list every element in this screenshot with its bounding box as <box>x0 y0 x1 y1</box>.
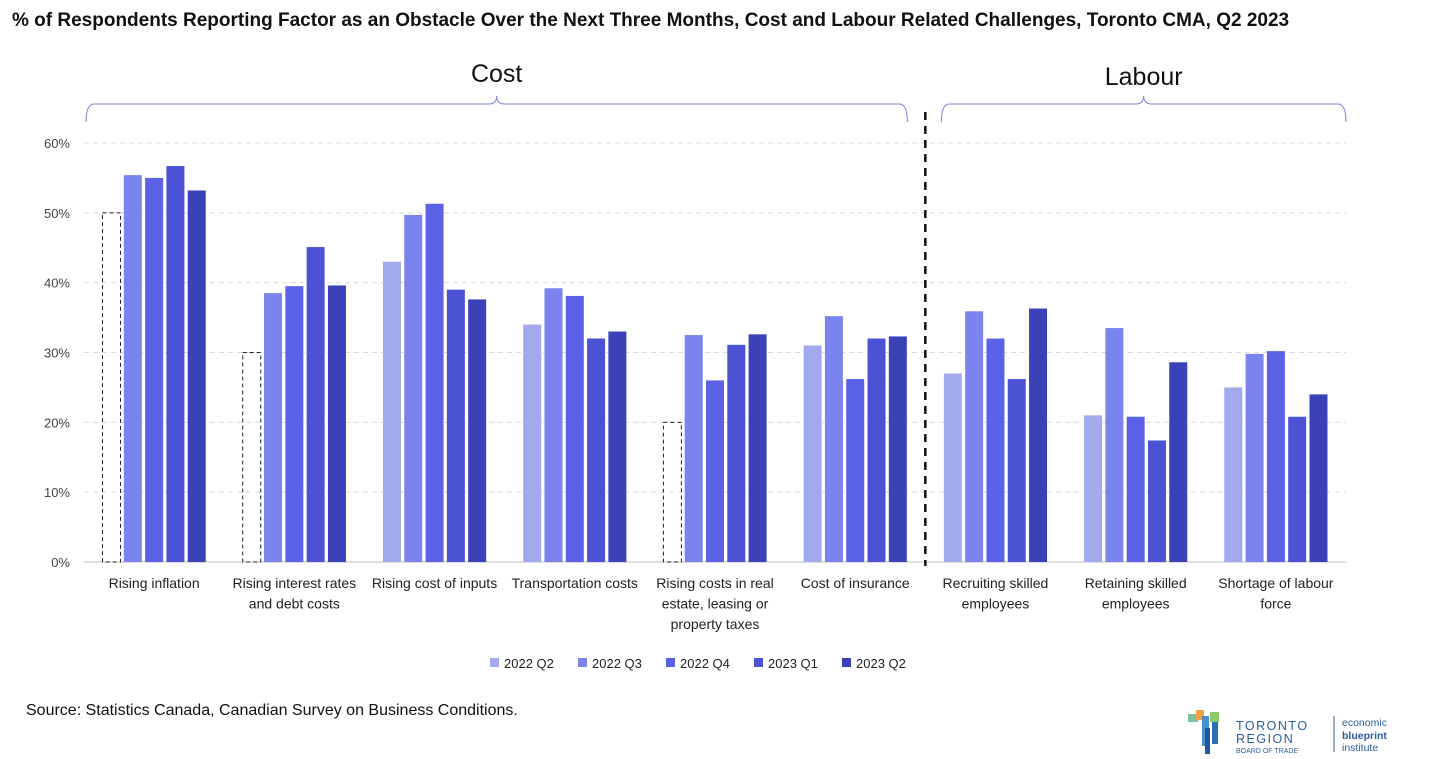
bar <box>748 334 767 562</box>
legend-label: 2022 Q2 <box>504 656 554 671</box>
group-label: Labour <box>1105 63 1183 91</box>
bar <box>888 336 907 562</box>
bar <box>1169 362 1188 562</box>
logo-partner-1: economic <box>1342 717 1387 729</box>
bar <box>1266 351 1285 562</box>
y-tick-label: 50% <box>44 206 70 221</box>
category-label: Cost of insurance <box>801 575 910 591</box>
chart-title: % of Respondents Reporting Factor as an … <box>12 10 1290 31</box>
category-label: Rising costs in real estate, leasing or pr… <box>656 575 774 632</box>
legend-swatch <box>490 658 499 667</box>
group-label: Cost <box>471 60 522 88</box>
bar <box>803 345 822 562</box>
group-brace <box>940 95 1347 123</box>
logo-partner-2: blueprint <box>1342 730 1387 742</box>
bar <box>523 324 542 562</box>
legend-label: 2023 Q1 <box>768 656 818 671</box>
bar <box>382 261 401 562</box>
bar <box>425 203 444 562</box>
bar <box>684 335 703 562</box>
legend-swatch <box>666 658 675 667</box>
group-brace <box>85 95 908 123</box>
logo-partner-3: institute <box>1342 742 1378 754</box>
logo-name-3: BOARD OF TRADE <box>1236 748 1298 755</box>
bar <box>306 247 325 562</box>
legend-swatch <box>754 658 763 667</box>
legend: 2022 Q2 2022 Q3 2022 Q4 2023 Q1 2023 Q2 <box>490 656 906 671</box>
category-labels: Rising inflation Rising interest rates and… <box>109 575 1334 632</box>
y-tick-label: 10% <box>44 485 70 500</box>
logo-name-2: REGION <box>1236 732 1294 746</box>
bar <box>166 166 185 563</box>
y-tick-label: 40% <box>44 276 70 291</box>
bar <box>727 344 746 562</box>
bar <box>846 379 865 562</box>
bar <box>102 212 122 563</box>
legend-label: 2023 Q2 <box>856 656 906 671</box>
category-label: Transportation costs <box>512 575 638 591</box>
bar <box>468 299 487 562</box>
legend-swatch <box>578 658 587 667</box>
bar <box>565 295 584 562</box>
bar <box>1007 379 1026 562</box>
bar <box>285 286 304 562</box>
bar <box>145 177 164 562</box>
category-label: Rising inflation <box>109 575 200 591</box>
bar <box>1084 415 1103 562</box>
bar <box>1147 440 1166 562</box>
bar <box>706 380 724 562</box>
bar <box>1029 308 1048 562</box>
bar <box>1309 394 1328 562</box>
bar <box>1224 387 1243 562</box>
bar <box>242 352 262 563</box>
logo: TORONTO REGION BOARD OF TRADE economic b… <box>1188 710 1387 755</box>
bar <box>824 316 843 562</box>
y-tick-label: 60% <box>44 136 70 151</box>
logo-name-1: TORONTO <box>1236 719 1309 733</box>
legend-swatch <box>842 658 851 667</box>
category-label: Rising cost of inputs <box>372 575 497 591</box>
bar <box>327 285 346 562</box>
logo-mark-icon <box>1188 710 1219 754</box>
bar <box>404 214 423 562</box>
y-tick-label: 30% <box>44 346 70 361</box>
legend-label: 2022 Q3 <box>592 656 642 671</box>
bar <box>965 311 984 562</box>
bar <box>1288 416 1307 562</box>
bar <box>662 421 682 563</box>
category-label: Rising interest rates and debt costs <box>232 575 356 612</box>
y-tick-label: 0% <box>51 555 70 570</box>
category-label: Shortage of labour force <box>1218 575 1334 612</box>
y-tick-label: 20% <box>44 415 70 430</box>
bar <box>1245 353 1264 562</box>
bar <box>986 338 1005 562</box>
bar <box>867 338 886 562</box>
bar-chart: 0%10%20%30%40%50%60% Rising inflation Ris… <box>44 60 1347 671</box>
legend-label: 2022 Q4 <box>680 656 730 671</box>
bar <box>264 293 283 562</box>
bar <box>608 331 627 562</box>
bar <box>544 288 563 562</box>
source-note: Source: Statistics Canada, Canadian Surv… <box>26 702 518 719</box>
bar <box>187 190 206 562</box>
bar <box>123 175 142 562</box>
y-axis: 0% 10% 20% 30% 40% 50% 60% <box>44 136 70 570</box>
bar <box>1105 328 1124 562</box>
bar-series <box>102 166 1328 563</box>
group-braces: Cost Labour <box>85 60 1347 566</box>
bar <box>1126 416 1145 562</box>
category-label: Retaining skilled employees <box>1085 575 1187 612</box>
bar <box>943 373 962 562</box>
bar <box>446 289 465 562</box>
bar <box>587 338 606 562</box>
category-label: Recruiting skilled employees <box>943 575 1049 612</box>
